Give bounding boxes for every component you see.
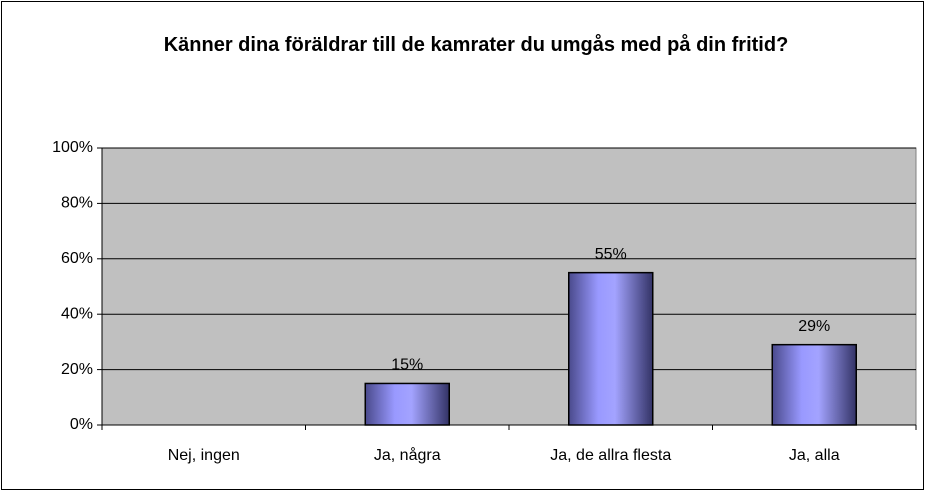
chart-title: Känner dina föräldrar till de kamrater d… <box>163 34 789 56</box>
y-tick-label: 20% <box>61 361 93 378</box>
x-tick-label: Ja, de allra flesta <box>550 447 671 464</box>
x-tick-label: Ja, några <box>374 446 441 464</box>
y-tick-label: 80% <box>61 195 93 212</box>
bar <box>364 382 450 426</box>
y-tick-label: 100% <box>52 139 93 156</box>
bar <box>568 271 654 426</box>
value-label: 55% <box>595 246 627 263</box>
x-tick-label: Ja, alla <box>789 447 840 464</box>
bar <box>771 343 857 426</box>
y-tick-label: 60% <box>61 250 93 267</box>
y-tick-label: 0% <box>70 416 93 433</box>
value-label: 15% <box>391 357 423 374</box>
y-tick-label: 40% <box>61 305 93 322</box>
x-tick-label: Nej, ingen <box>168 447 240 464</box>
value-label: 29% <box>798 318 830 335</box>
